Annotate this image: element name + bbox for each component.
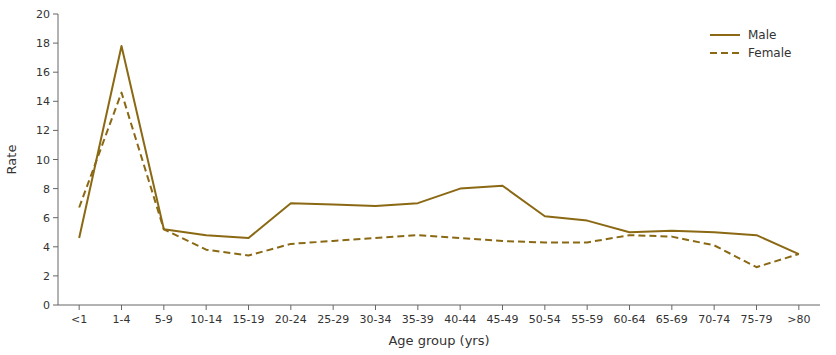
y-axis-label: Rate <box>4 145 19 175</box>
x-axis-line <box>58 305 820 306</box>
x-tick-label: 15-19 <box>233 313 265 326</box>
y-tick <box>53 101 58 102</box>
plot-area <box>79 46 799 267</box>
x-tick-label: 20-24 <box>275 313 307 326</box>
x-tick <box>756 305 757 310</box>
x-tick-label: >80 <box>787 313 810 326</box>
y-tick <box>53 188 58 189</box>
y-tick-label: 18 <box>36 37 50 50</box>
x-tick <box>544 305 545 310</box>
x-tick <box>79 305 80 310</box>
x-tick <box>290 305 291 310</box>
x-tick-label: 50-54 <box>529 313 561 326</box>
y-tick-label: 0 <box>43 299 50 312</box>
x-tick <box>502 305 503 310</box>
y-tick-label: 16 <box>36 66 50 79</box>
y-tick-label: 6 <box>43 212 50 225</box>
x-tick <box>587 305 588 310</box>
x-tick <box>333 305 334 310</box>
y-tick <box>53 246 58 247</box>
legend-label: Female <box>748 46 791 60</box>
y-tick <box>53 305 58 306</box>
legend: Male Female <box>710 28 791 60</box>
y-tick-label: 20 <box>36 8 50 21</box>
x-tick-label: 55-59 <box>571 313 603 326</box>
x-tick <box>121 305 122 310</box>
x-tick <box>248 305 249 310</box>
y-tick <box>53 217 58 218</box>
x-tick-label: 1-4 <box>113 313 131 326</box>
y-tick-label: 14 <box>36 95 50 108</box>
x-tick <box>417 305 418 310</box>
y-tick-label: 8 <box>43 183 50 196</box>
x-tick <box>460 305 461 310</box>
x-tick-label: 40-44 <box>444 313 476 326</box>
axes: 0 2 4 6 8 10 12 14 16 18 20 <1 1-4 5-9 10-14 15-19 20-24… <box>36 8 820 326</box>
y-tick-label: 2 <box>43 270 50 283</box>
y-tick <box>53 275 58 276</box>
x-tick-label: 60-64 <box>614 313 646 326</box>
x-tick-label: 75-79 <box>741 313 773 326</box>
y-tick <box>53 159 58 160</box>
x-tick <box>714 305 715 310</box>
y-tick-label: 10 <box>36 154 50 167</box>
page: {"chart_data": {"type": "line", "categor… <box>0 0 836 355</box>
y-tick <box>53 43 58 44</box>
x-tick-label: 45-49 <box>487 313 519 326</box>
x-tick <box>206 305 207 310</box>
chart: 0 2 4 6 8 10 12 14 16 18 20 <1 1-4 5-9 10-14 15-19 20-24… <box>0 0 836 355</box>
x-tick <box>163 305 164 310</box>
x-tick-label: 30-34 <box>360 313 392 326</box>
x-tick-label: 65-69 <box>656 313 688 326</box>
x-tick-label: 35-39 <box>402 313 434 326</box>
legend-label: Male <box>748 28 776 42</box>
legend-swatch <box>710 52 740 54</box>
y-tick <box>53 72 58 73</box>
x-tick <box>798 305 799 310</box>
line-series <box>79 46 799 254</box>
x-tick <box>629 305 630 310</box>
x-tick-label: 70-74 <box>698 313 730 326</box>
x-tick-label: 25-29 <box>317 313 349 326</box>
y-tick <box>53 14 58 15</box>
x-axis-label: Age group (yrs) <box>388 333 489 348</box>
x-tick-label: <1 <box>71 313 87 326</box>
y-tick-label: 4 <box>43 241 50 254</box>
y-tick <box>53 130 58 131</box>
legend-swatch <box>710 34 740 36</box>
x-tick-label: 5-9 <box>155 313 173 326</box>
x-tick-label: 10-14 <box>190 313 222 326</box>
line-series <box>79 93 799 268</box>
x-tick <box>375 305 376 310</box>
x-tick <box>671 305 672 310</box>
y-tick-label: 12 <box>36 124 50 137</box>
